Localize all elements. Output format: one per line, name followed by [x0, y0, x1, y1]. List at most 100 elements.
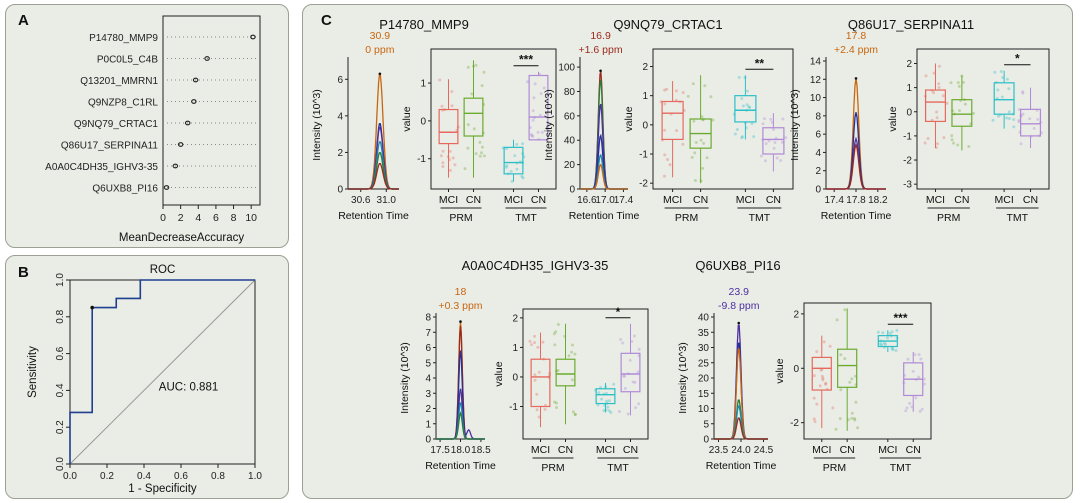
data-point	[784, 136, 788, 140]
peak-ppm-label: +2.4 ppm	[834, 44, 878, 56]
data-point	[605, 399, 609, 403]
x-tick-label: 0.8	[211, 471, 225, 482]
box	[595, 388, 616, 405]
data-point	[663, 128, 667, 132]
box-y-tick-label: 0	[420, 116, 426, 127]
data-point	[543, 407, 547, 411]
chrom-x-label: Retention Time	[425, 460, 496, 472]
box-y-tick-label: 1	[420, 79, 426, 90]
chrom-y-label: Intensity (10^3)	[311, 89, 323, 160]
data-point	[812, 417, 816, 421]
data-point	[956, 143, 960, 147]
data-point	[450, 90, 454, 94]
data-point	[941, 94, 945, 98]
data-point	[835, 318, 839, 322]
data-point	[553, 343, 557, 347]
chrom-y-tick-label: 14	[810, 57, 822, 68]
data-point	[692, 119, 696, 123]
chrom-y-tick-label: 0	[569, 185, 575, 196]
box-y-label: value	[623, 106, 635, 131]
plot-frame	[162, 15, 261, 206]
platform-label: TMT	[890, 462, 912, 474]
data-point	[663, 88, 667, 92]
data-point	[881, 331, 885, 335]
data-point	[474, 63, 478, 67]
data-point	[637, 347, 641, 351]
data-point	[686, 94, 690, 98]
box-y-tick-label: -2	[639, 179, 648, 190]
group-label: MCI	[812, 444, 831, 456]
data-point	[675, 129, 679, 133]
data-point	[520, 174, 524, 178]
data-point	[691, 82, 695, 86]
chrom-x-tick-label: 17.5	[430, 445, 450, 456]
platform-label: TMT	[1007, 212, 1029, 224]
platform-label: TMT	[749, 212, 771, 224]
data-point	[843, 357, 847, 361]
feature-label: A0A0C4DH35_IGHV3-35	[45, 162, 158, 173]
x-tick-label: 0.0	[63, 471, 77, 482]
data-point	[821, 378, 825, 382]
data-point	[779, 159, 783, 162]
data-point	[521, 176, 525, 180]
data-point	[537, 370, 541, 374]
data-point	[663, 174, 666, 178]
group-label: CN	[531, 194, 546, 206]
box-y-label: value	[774, 358, 786, 383]
optimal-threshold-point	[90, 305, 94, 310]
data-point	[932, 71, 936, 75]
data-point	[843, 308, 847, 312]
data-point	[911, 369, 915, 373]
chrom-y-tick-label: 80	[564, 87, 576, 98]
chrom-y-tick-label: 0	[425, 435, 431, 446]
data-point	[886, 336, 889, 340]
box	[734, 95, 757, 123]
data-point	[905, 406, 909, 410]
data-point	[764, 142, 768, 146]
data-point	[949, 81, 953, 85]
data-point	[781, 117, 785, 121]
data-point	[945, 101, 949, 105]
data-point	[890, 347, 894, 351]
data-point	[505, 164, 509, 168]
data-point	[856, 426, 860, 430]
feature-label: P14780_MMP9	[89, 33, 158, 44]
box-y-tick-label: 2	[906, 59, 912, 70]
chrom-y-tick-label: 2	[425, 404, 431, 415]
chrom-y-tick-label: 8	[425, 313, 431, 324]
importance-point	[192, 77, 199, 83]
data-point	[633, 380, 637, 384]
data-point	[850, 416, 854, 420]
group-label: MCI	[531, 444, 550, 456]
chrom-trace	[580, 163, 628, 190]
data-point	[876, 330, 880, 334]
significance-label: **	[755, 56, 765, 70]
data-point	[750, 122, 754, 125]
data-point	[780, 140, 784, 144]
data-point	[1007, 110, 1011, 114]
importance-point	[172, 163, 179, 169]
importance-point	[250, 34, 256, 40]
data-point	[1017, 120, 1021, 124]
data-point	[623, 374, 627, 378]
data-point	[504, 165, 508, 169]
chrom-trace	[826, 112, 886, 190]
box	[837, 348, 858, 388]
data-point	[737, 75, 741, 79]
box-y-label: value	[401, 106, 413, 131]
data-point	[819, 368, 823, 372]
x-axis-label: 1 - Specificity	[128, 483, 197, 495]
peak-rt-label: 16.9	[590, 30, 611, 42]
data-point	[920, 407, 924, 411]
feature-label: Q9NQ79_CRTAC1	[74, 119, 159, 130]
data-point	[747, 105, 751, 109]
data-point	[532, 96, 536, 100]
importance-point	[191, 99, 197, 104]
chrom-y-tick-label: 40	[564, 136, 576, 147]
chrom-y-tick-label: 60	[564, 111, 576, 122]
chrom-trace	[348, 162, 399, 190]
data-point	[606, 405, 610, 409]
feature-label: Q13201_MMRN1	[80, 76, 158, 87]
data-point	[821, 376, 825, 380]
data-point	[694, 141, 698, 144]
